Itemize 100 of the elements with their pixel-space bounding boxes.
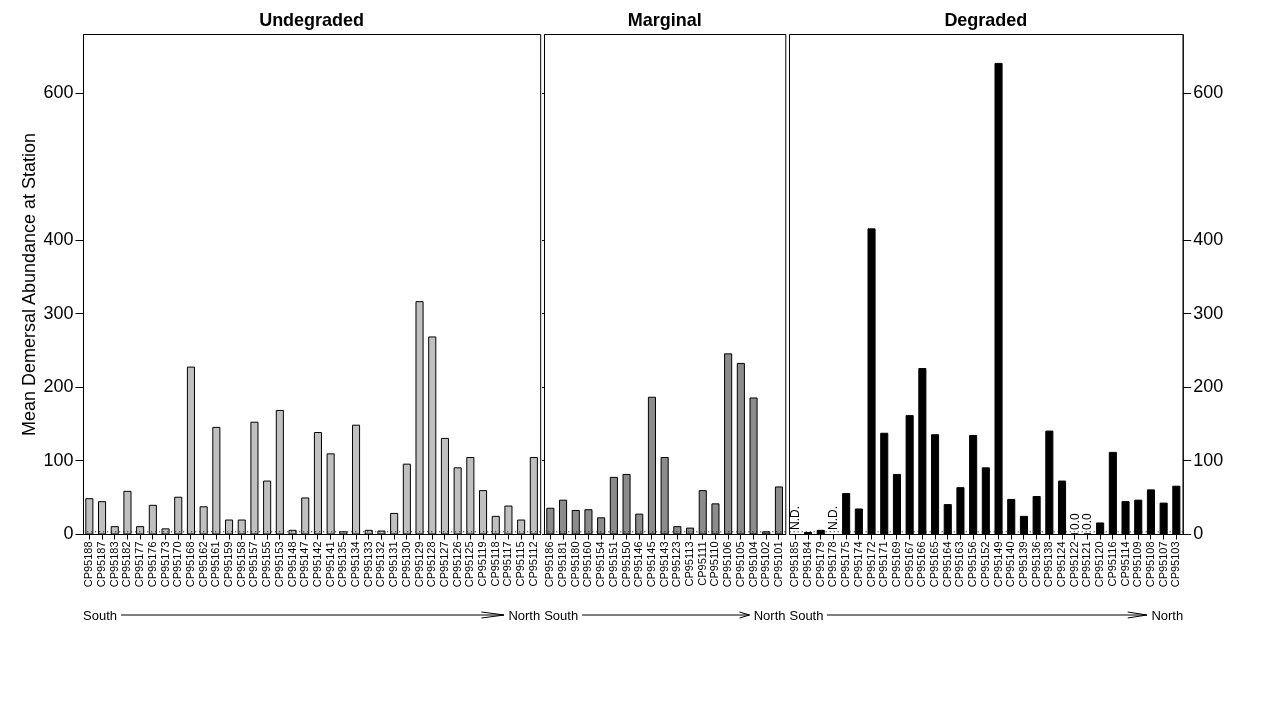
x-tick-label: CP95123 xyxy=(670,541,683,588)
x-tick-label: CP95151 xyxy=(607,541,620,588)
x-tick-label: CP95160 xyxy=(581,541,594,588)
x-tick-label: CP95177 xyxy=(133,541,146,588)
x-tick-label: CP95176 xyxy=(145,541,158,588)
x-tick-label: CP95119 xyxy=(476,541,489,587)
x-tick-label: CP95102 xyxy=(759,541,772,588)
x-tick-label: CP95182 xyxy=(120,541,133,588)
x-tick-label: CP95167 xyxy=(903,541,916,588)
chart-title: Marginal xyxy=(627,10,702,30)
x-tick-label: CP95162 xyxy=(196,541,209,588)
x-tick-label: CP95141 xyxy=(323,541,336,588)
y-tick-label: 400 xyxy=(43,229,74,250)
x-tick-label: CP95173 xyxy=(158,541,171,588)
chart-title: Degraded xyxy=(944,10,1028,31)
x-tick-label: CP95157 xyxy=(247,541,260,588)
x-tick-label: CP95169 xyxy=(890,541,903,588)
x-tick-label: CP95124 xyxy=(1055,541,1068,588)
y-tick-label: 200 xyxy=(1193,376,1224,397)
x-tick-label: CP95129 xyxy=(412,541,425,588)
y-tick-label: 600 xyxy=(1193,82,1224,103)
x-tick-label: CP95142 xyxy=(310,541,323,588)
x-tick-label: CP95132 xyxy=(374,541,387,588)
y-tick-label: 400 xyxy=(1193,229,1224,250)
y-tick-label: 100 xyxy=(1193,449,1224,470)
x-tick-label: CP95130 xyxy=(399,541,412,588)
x-tick-label: CP95104 xyxy=(746,541,759,588)
x-tick-label: CP95135 xyxy=(336,541,349,588)
x-tick-label: CP95128 xyxy=(425,541,438,588)
x-tick-label: CP95120 xyxy=(1093,541,1106,588)
x-tick-label: CP95118 xyxy=(488,541,501,587)
x-tick-label: CP95154 xyxy=(594,541,607,588)
x-tick-label: CP95158 xyxy=(234,541,247,588)
x-tick-label: CP95115 xyxy=(514,541,527,587)
x-tick-label: CP95143 xyxy=(657,541,670,588)
x-tick-label: CP95156 xyxy=(966,541,979,588)
x-tick-label: CP95113 xyxy=(683,541,696,587)
y-tick-label: 300 xyxy=(1193,302,1224,323)
x-tick-label: CP95101 xyxy=(772,541,785,588)
text: N.D. xyxy=(788,506,803,530)
x-tick-label: CP95112 xyxy=(526,541,539,587)
x-tick-label: CP95108 xyxy=(1144,541,1157,588)
x-tick-label: CP95114 xyxy=(1119,541,1132,587)
x-tick-label: CP95107 xyxy=(1157,541,1170,588)
x-tick-label: CP95133 xyxy=(361,541,374,588)
x-tick-label: CP95165 xyxy=(928,541,941,588)
x-tick-label: CP95127 xyxy=(437,541,450,588)
x-tick-label: CP95145 xyxy=(645,541,658,588)
x-tick-label: CP95117 xyxy=(501,541,514,587)
x-tick-label: CP95186 xyxy=(543,541,556,588)
y-tick-label: 200 xyxy=(43,376,74,397)
data-label: 0.0 xyxy=(1080,513,1095,530)
x-tick-label: CP95131 xyxy=(387,541,400,588)
text: South xyxy=(544,607,579,623)
text: North xyxy=(1151,607,1184,623)
x-tick-label: CP95183 xyxy=(107,541,120,588)
x-tick-label: CP95155 xyxy=(260,541,273,588)
y-axis-title: Mean Demersal Abundance at Station xyxy=(19,133,40,436)
text: North xyxy=(508,607,541,623)
x-tick-label: CP95188 xyxy=(82,541,95,588)
data-label: 0.0 xyxy=(1068,513,1083,530)
x-tick-label: CP95153 xyxy=(272,541,285,588)
x-tick-label: CP95170 xyxy=(171,541,184,588)
y-tick-label: 100 xyxy=(43,449,74,470)
x-tick-label: CP95109 xyxy=(1131,541,1144,588)
y-tick-label: 600 xyxy=(43,82,74,103)
x-tick-label: CP95166 xyxy=(915,541,928,588)
x-tick-label: CP95126 xyxy=(450,541,463,588)
x-tick-label: CP95105 xyxy=(734,541,747,588)
y-tick-label: 0 xyxy=(63,523,74,544)
x-tick-label: CP95187 xyxy=(95,541,108,588)
x-tick-label: CP95181 xyxy=(556,541,569,588)
text: South xyxy=(83,607,117,623)
x-tick-label: CP95138 xyxy=(1042,541,1055,588)
x-tick-label: CP95179 xyxy=(814,541,827,588)
x-tick-label: CP95185 xyxy=(788,541,801,588)
x-tick-label: CP95180 xyxy=(568,541,581,588)
y-tick-label: 0 xyxy=(1193,523,1204,544)
text: South xyxy=(789,607,824,623)
x-tick-label: CP95146 xyxy=(632,541,645,588)
text: N.D. xyxy=(826,506,841,530)
x-tick-label: CP95121 xyxy=(1080,541,1093,588)
x-tick-label: CP95103 xyxy=(1169,541,1182,588)
x-tick-label: CP95139 xyxy=(1017,541,1030,588)
x-tick-label: CP95140 xyxy=(1004,541,1017,588)
x-tick-label: CP95134 xyxy=(349,541,362,588)
x-tick-label: CP95111 xyxy=(695,541,708,586)
x-tick-label: CP95110 xyxy=(708,541,721,587)
x-tick-label: CP95150 xyxy=(619,541,632,588)
x-tick-label: CP95136 xyxy=(1030,541,1043,588)
x-tick-label: CP95175 xyxy=(839,541,852,588)
x-tick-label: CP95164 xyxy=(941,541,954,588)
x-tick-label: CP95148 xyxy=(285,541,298,588)
x-tick-label: CP95163 xyxy=(953,541,966,588)
x-tick-label: CP95147 xyxy=(298,541,311,588)
x-tick-label: CP95161 xyxy=(209,541,222,588)
y-tick-label: 300 xyxy=(43,302,74,323)
x-tick-label: CP95106 xyxy=(721,541,734,588)
x-tick-label: CP95116 xyxy=(1106,541,1119,587)
x-tick-label: CP95178 xyxy=(826,541,839,588)
